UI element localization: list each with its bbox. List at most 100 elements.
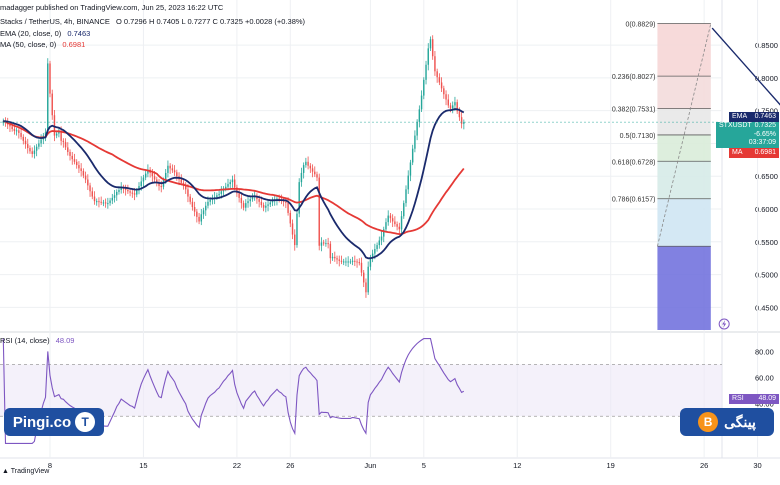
time-tick-label: 15: [139, 461, 147, 470]
candle-body: [67, 147, 69, 152]
candle-body: [436, 71, 438, 78]
candle-body: [58, 131, 60, 134]
footer-text: TradingView: [10, 468, 50, 475]
candle-body: [267, 204, 269, 206]
candle-body: [229, 182, 231, 185]
candle-body: [416, 121, 418, 136]
candle-body: [118, 190, 120, 192]
candle-body: [144, 173, 147, 178]
candle-body: [218, 193, 220, 196]
candle-body: [314, 171, 316, 175]
price-tick-label: 0.5500: [755, 238, 778, 247]
candle-body: [414, 135, 416, 149]
candle-body: [169, 165, 171, 169]
fib-zone: [657, 23, 711, 77]
price-tick-label: 0.8500: [755, 41, 778, 50]
candle-body: [342, 261, 345, 263]
candle-body: [296, 213, 298, 246]
fib-level-label: 0.5(0.7130): [620, 133, 656, 140]
candle-body: [133, 193, 136, 195]
candle-body: [334, 256, 336, 259]
candle-body: [443, 88, 445, 95]
candle-body: [318, 177, 320, 246]
candle-body: [47, 63, 49, 133]
fib-zone: [657, 134, 711, 162]
candle-body: [256, 195, 258, 200]
candle-body: [129, 191, 131, 193]
candle-body: [400, 216, 403, 230]
candle-body: [44, 132, 47, 136]
candle-body: [376, 245, 378, 250]
candle-body: [354, 260, 356, 262]
candle-body: [260, 201, 263, 206]
candle-body: [225, 186, 227, 189]
pct-tag-value: -6.65%: [753, 130, 776, 138]
candle-body: [200, 214, 203, 222]
candle-body: [60, 131, 62, 141]
candle-body: [33, 150, 36, 154]
candle-body: [300, 172, 303, 183]
ema-tag-name: EMA: [732, 113, 748, 120]
candle-body: [325, 243, 327, 245]
lightning-bolt-icon: [722, 320, 727, 328]
candle-body: [82, 170, 85, 176]
candle-body: [111, 197, 114, 201]
candle-body: [427, 48, 429, 65]
fib-level-label: 0.382(0.7531): [612, 107, 656, 114]
candle-body: [338, 259, 340, 261]
candle-body: [358, 262, 360, 264]
resistance-trendline: [711, 27, 780, 106]
candle-body: [24, 140, 27, 145]
candle-body: [38, 143, 40, 147]
rsi-tick-label: 60.00: [755, 373, 774, 382]
candle-body: [124, 188, 127, 190]
candle-body: [445, 94, 447, 100]
fib-zone: [657, 161, 711, 199]
ohlc-values: O 0.7296 H 0.7405 L 0.7277 C 0.7325 +0.0…: [116, 17, 306, 26]
candle-body: [418, 109, 421, 122]
candle-body: [227, 184, 229, 187]
candle-body: [458, 111, 461, 118]
candle-body: [269, 202, 271, 205]
candle-body: [316, 174, 318, 178]
candle-body: [291, 223, 294, 235]
symbol-name: Stacks / TetherUS, 4h, BINANCE: [0, 17, 110, 26]
candle-body: [173, 170, 176, 173]
rsi-value-tag: RSI 48.09: [729, 394, 779, 404]
fib-zone: [657, 198, 711, 247]
sma-legend-label: MA (50, close, 0): [0, 40, 57, 49]
candle-body: [109, 200, 111, 204]
price-tick-label: 0.5000: [755, 271, 778, 280]
candle-body: [383, 229, 385, 237]
candle-body: [84, 175, 87, 180]
candle-body: [449, 105, 452, 109]
symbol-line: Stacks / TetherUS, 4h, BINANCE O 0.7296 …: [0, 17, 305, 26]
candle-body: [302, 165, 305, 173]
candle-body: [463, 122, 465, 124]
candle-body: [220, 191, 223, 194]
candle-body: [127, 190, 129, 192]
candle-body: [104, 202, 107, 204]
fib-level-label: 0.236(0.8027): [612, 74, 656, 81]
candle-body: [193, 207, 196, 212]
candle-body: [187, 189, 189, 197]
candle-body: [285, 201, 287, 203]
candle-body: [11, 126, 13, 130]
candle-body: [87, 179, 89, 186]
tether-icon: T: [75, 412, 96, 432]
publisher-line: madagger published on TradingView.com, J…: [0, 3, 224, 12]
candle-body: [185, 186, 187, 190]
candle-body: [425, 64, 427, 80]
candle-body: [231, 179, 234, 183]
ema-legend-label: EMA (20, close, 0): [0, 29, 62, 38]
candle-body: [136, 190, 138, 195]
tradingview-logo-icon: ▲: [2, 468, 9, 475]
candle-body: [367, 266, 369, 293]
candle-body: [100, 201, 102, 203]
ema-legend: EMA (20, close, 0) 0.7463: [0, 29, 90, 38]
candle-body: [236, 187, 238, 194]
candle-body: [31, 151, 33, 154]
candle-body: [191, 201, 194, 208]
candle-body: [171, 168, 174, 171]
